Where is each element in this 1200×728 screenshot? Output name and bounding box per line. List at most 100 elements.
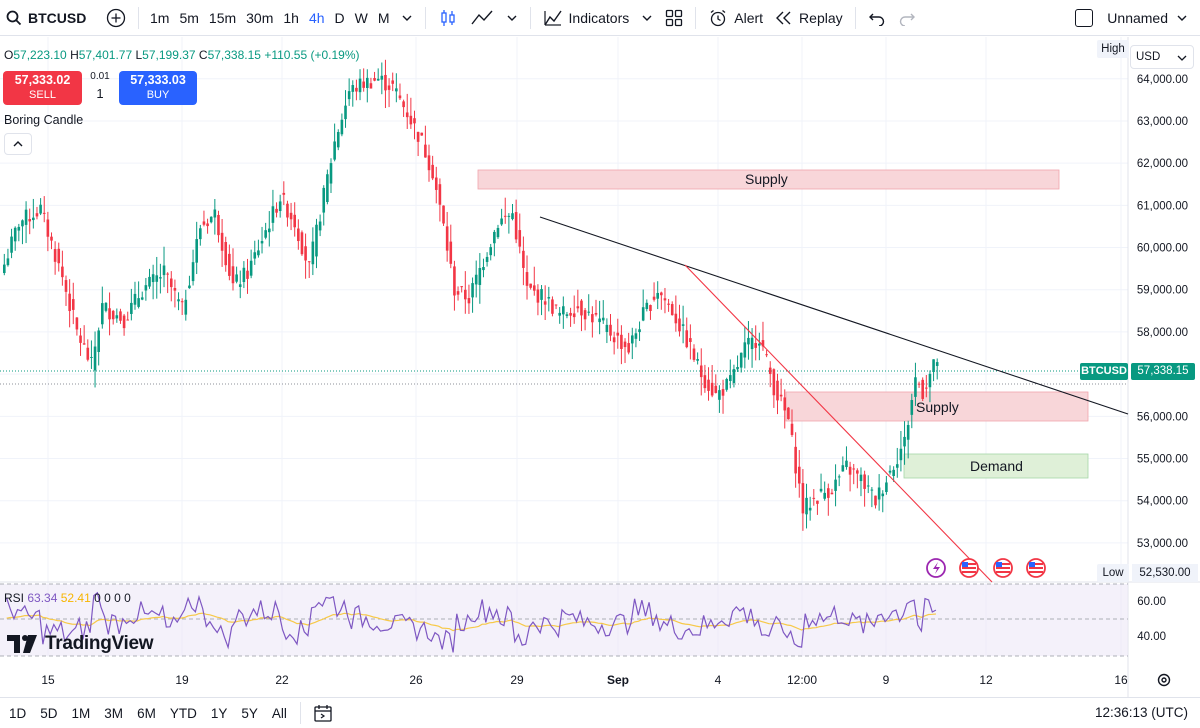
- time-axis[interactable]: 15 19 22 26 29 Sep 4 12:00 9 12 16: [41, 673, 1128, 687]
- candle-body: [562, 306, 565, 315]
- buy-button[interactable]: 57,333.03 BUY: [119, 71, 197, 105]
- interval-1h[interactable]: 1h: [283, 9, 299, 26]
- candle-body: [456, 291, 460, 295]
- interval-dropdown[interactable]: [395, 0, 419, 36]
- candle-body: [583, 310, 587, 320]
- us-flag-icon[interactable]: [1026, 558, 1046, 578]
- candle-body: [874, 495, 877, 506]
- sell-price: 57,333.02: [14, 73, 71, 87]
- candle-body: [609, 324, 612, 336]
- interval-m[interactable]: M: [377, 9, 390, 26]
- quantity-box[interactable]: 0.01 1: [85, 71, 115, 101]
- collapse-legend-button[interactable]: [4, 133, 32, 155]
- candle-body: [387, 85, 391, 90]
- candle-body: [13, 227, 17, 242]
- chart-canvas[interactable]: 64,000.00 63,000.00 62,000.00 61,000.00 60,0…: [0, 37, 1200, 697]
- range-5y[interactable]: 5Y: [241, 705, 258, 721]
- range-1m[interactable]: 1M: [71, 705, 91, 721]
- candle-body: [97, 330, 100, 353]
- candle-style-button[interactable]: [432, 0, 464, 36]
- top-toolbar: BTCUSD 1m 5m 15m 30m 1h 4h D W M Indicators Aler…: [0, 0, 1200, 36]
- us-flag-icon[interactable]: [993, 558, 1013, 578]
- range-6m[interactable]: 6M: [137, 705, 156, 721]
- dividend-icon[interactable]: [926, 558, 946, 578]
- range-all[interactable]: All: [271, 705, 287, 721]
- candle-body: [783, 397, 787, 411]
- us-flag-icon[interactable]: [959, 558, 979, 578]
- candle-body: [540, 289, 543, 300]
- interval-15m[interactable]: 15m: [208, 9, 237, 26]
- indicators-dropdown[interactable]: [635, 0, 659, 36]
- rsi-scale[interactable]: 60.00 40.00: [1137, 596, 1166, 643]
- candle-body: [493, 231, 496, 244]
- rsi-ma-value: 52.41: [60, 591, 91, 605]
- price-tick-label: 63,000.00: [1137, 116, 1188, 128]
- indicators-button[interactable]: Indicators: [537, 0, 636, 36]
- demand-zone[interactable]: [903, 453, 1089, 479]
- go-to-date-button[interactable]: [307, 695, 339, 728]
- candle-body: [169, 278, 173, 288]
- rsi-legend[interactable]: RSI 63.34 52.41 0 0 0 0: [4, 591, 131, 605]
- tradingview-logo[interactable]: TradingView: [6, 633, 154, 655]
- candle-body: [935, 362, 939, 366]
- layout-checkbox[interactable]: [1075, 9, 1094, 27]
- sell-button[interactable]: 57,333.02 SELL: [3, 71, 82, 105]
- supply-zone-lower[interactable]: [785, 391, 1089, 422]
- trendline-black[interactable]: [539, 216, 1129, 415]
- candle-body: [794, 446, 797, 474]
- interval-w[interactable]: W: [354, 9, 368, 26]
- candle-body: [177, 299, 180, 302]
- interval-4h[interactable]: 4h: [308, 9, 325, 26]
- range-ytd[interactable]: YTD: [169, 705, 197, 721]
- candle-body: [82, 343, 86, 345]
- candle-body: [300, 232, 304, 255]
- indicator-title[interactable]: Boring Candle: [4, 113, 84, 127]
- time-tick-label: 12:00: [787, 673, 817, 687]
- candle-body: [819, 488, 823, 492]
- range-1d[interactable]: 1D: [9, 705, 27, 721]
- price-scale[interactable]: 64,000.00 63,000.00 62,000.00 61,000.00 60,0…: [1137, 74, 1188, 550]
- candle-body: [605, 324, 609, 333]
- candle-body: [151, 274, 155, 283]
- divider: [299, 702, 301, 724]
- candle-body: [834, 479, 837, 491]
- candle-body: [231, 266, 235, 284]
- settings-icon[interactable]: [1157, 673, 1171, 687]
- interval-d[interactable]: D: [334, 9, 345, 26]
- range-1y[interactable]: 1Y: [210, 705, 228, 721]
- chevron-down-icon[interactable]: [1176, 12, 1188, 24]
- candle-body: [518, 230, 522, 247]
- line-style-button[interactable]: [464, 0, 500, 36]
- sell-label: SELL: [29, 89, 56, 101]
- interval-30m[interactable]: 30m: [246, 9, 274, 26]
- price-tick-label: 60,000.00: [1137, 243, 1188, 255]
- candle-body: [747, 337, 750, 345]
- candle-body: [220, 232, 224, 251]
- templates-button[interactable]: [659, 0, 689, 36]
- redo-button[interactable]: [892, 0, 922, 36]
- alarm-clock-icon: [710, 9, 726, 26]
- range-3m[interactable]: 3M: [104, 705, 124, 721]
- layout-name[interactable]: Unnamed: [1107, 10, 1168, 26]
- interval-1m[interactable]: 1m: [150, 9, 170, 26]
- utc-clock[interactable]: 12:36:13 (UTC): [1094, 705, 1188, 720]
- symbol-search[interactable]: BTCUSD: [0, 0, 100, 36]
- candle-body: [347, 91, 351, 100]
- chart-style-dropdown[interactable]: [500, 0, 524, 36]
- currency-selector[interactable]: USD: [1130, 45, 1194, 69]
- range-5d[interactable]: 5D: [40, 705, 58, 721]
- replay-button[interactable]: Replay: [769, 0, 849, 36]
- supply-zone-upper[interactable]: [477, 169, 1060, 190]
- price-tick-label: 62,000.00: [1137, 158, 1188, 170]
- candle-body: [805, 497, 808, 515]
- interval-5m[interactable]: 5m: [179, 9, 199, 26]
- undo-button[interactable]: [862, 0, 892, 36]
- date-range-group: 1D 5D 1M 3M 6M YTD 1Y 5Y All: [0, 706, 294, 721]
- candle-body: [271, 206, 275, 223]
- candle-body: [224, 242, 228, 266]
- candle-body: [119, 311, 122, 321]
- compare-symbol-button[interactable]: [100, 0, 132, 36]
- trendline-red[interactable]: [684, 264, 993, 583]
- plus-circle-icon: [106, 8, 126, 27]
- alert-button[interactable]: Alert: [702, 0, 769, 36]
